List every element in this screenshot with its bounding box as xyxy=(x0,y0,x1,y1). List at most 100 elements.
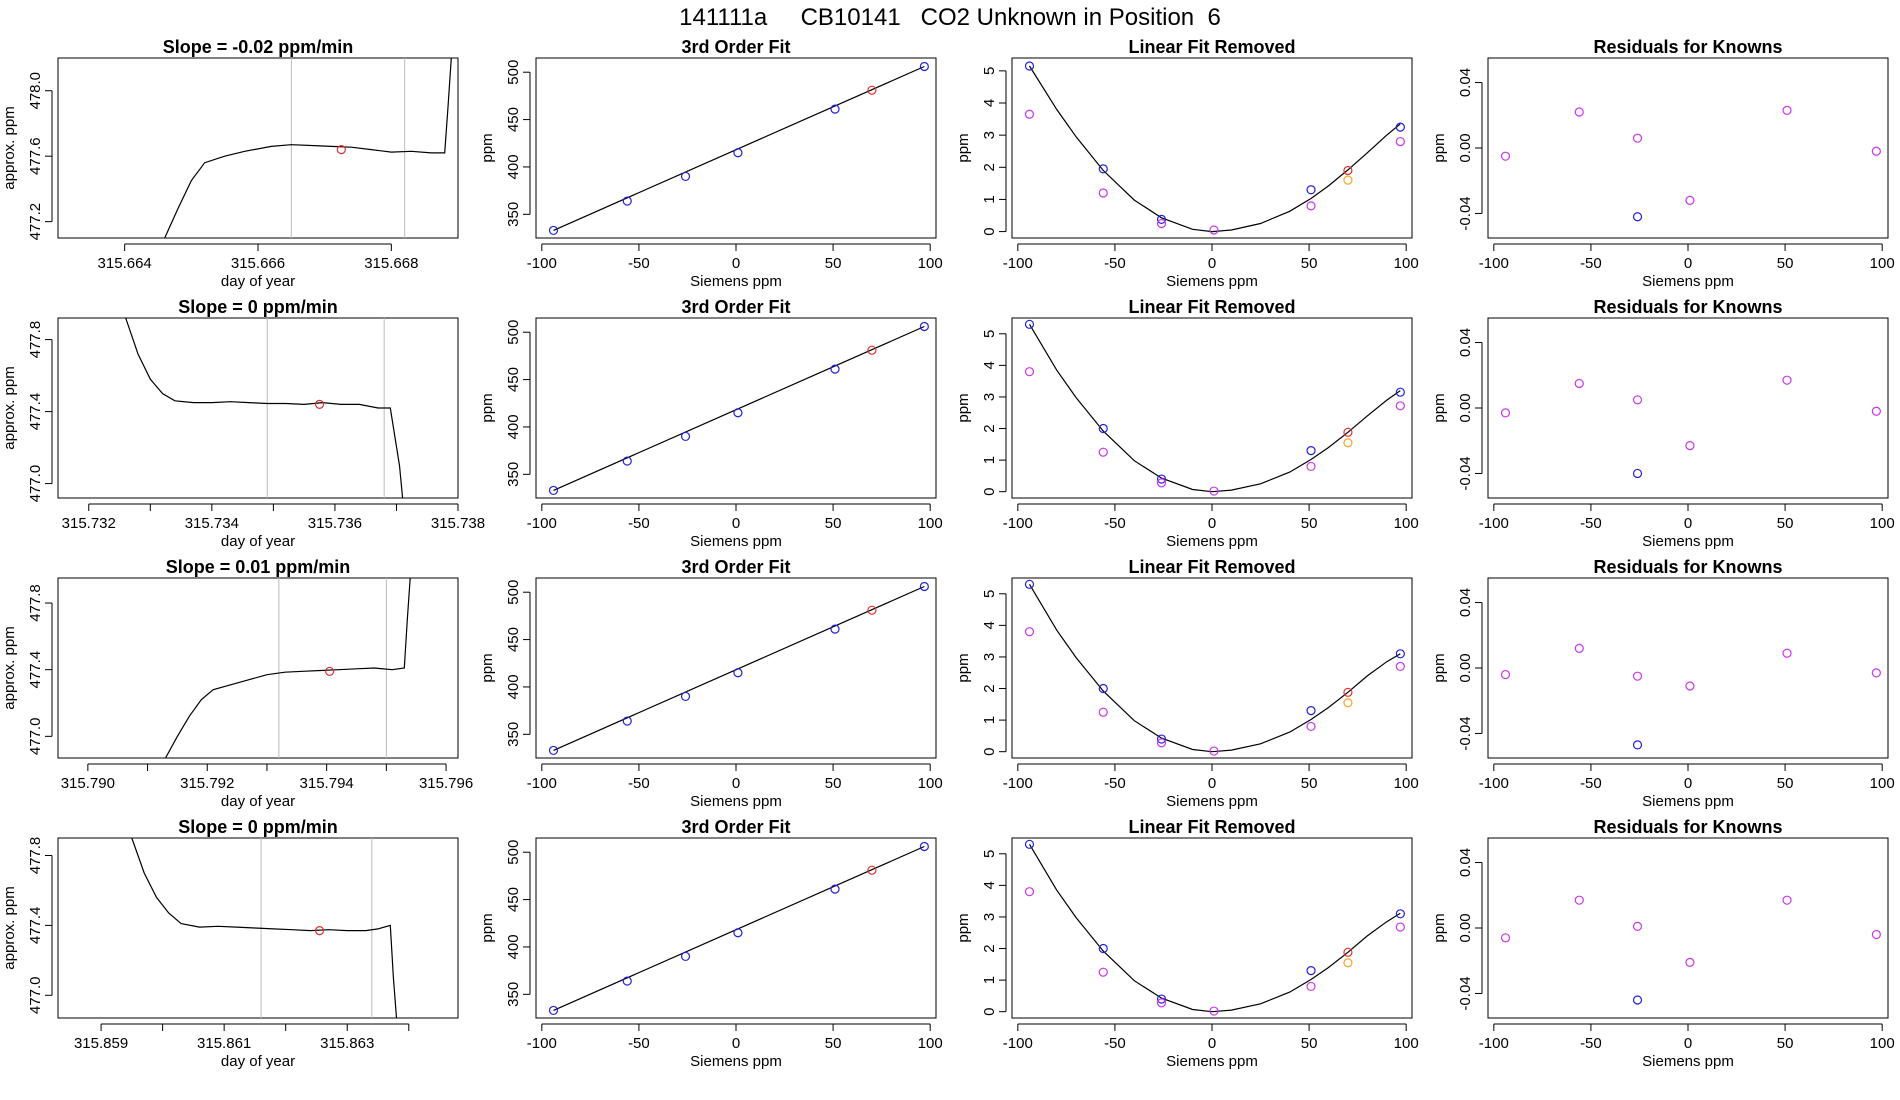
y-tick-label: 2 xyxy=(981,944,998,952)
x-tick-label: 315.792 xyxy=(180,775,234,792)
x-tick-label: 100 xyxy=(918,515,943,532)
y-axis-label: ppm xyxy=(479,913,496,942)
plot-frame xyxy=(1487,837,1889,1019)
y-tick-label: 350 xyxy=(505,202,522,227)
y-tick-label: -0.04 xyxy=(1457,716,1474,750)
panel-title: Residuals for Knowns xyxy=(1593,557,1782,577)
data-point-red xyxy=(867,605,877,615)
x-tick-label: 50 xyxy=(1777,1035,1794,1052)
x-tick-label: -100 xyxy=(1479,775,1509,792)
data-point-magenta xyxy=(1395,401,1405,411)
y-tick-label: 400 xyxy=(505,674,522,699)
x-tick-label: 315.859 xyxy=(74,1035,128,1052)
data-point-blue xyxy=(1395,649,1405,659)
x-tick-label: -100 xyxy=(1479,515,1509,532)
plot-frame xyxy=(1011,577,1413,759)
panel-title: Residuals for Knowns xyxy=(1593,37,1782,57)
x-tick-label: 0 xyxy=(732,255,740,272)
data-point-blue xyxy=(1156,994,1167,1004)
data-point-blue xyxy=(830,624,840,634)
data-point-magenta xyxy=(1871,668,1881,678)
y-tick-label: 450 xyxy=(505,627,522,652)
data-point-magenta xyxy=(1156,218,1167,229)
data-point-blue xyxy=(1098,683,1108,694)
data-point-magenta xyxy=(1098,447,1108,457)
data-point-magenta xyxy=(1209,486,1219,496)
data-point-red xyxy=(1343,427,1353,437)
data-point-magenta xyxy=(1871,929,1881,940)
data-point-magenta xyxy=(1395,661,1405,672)
data-point-blue xyxy=(733,148,743,158)
x-tick-label: 315.668 xyxy=(364,255,418,272)
x-axis-label: Siemens ppm xyxy=(1166,273,1258,290)
x-axis-label: Siemens ppm xyxy=(1642,793,1734,810)
y-tick-label: 4 xyxy=(981,881,998,889)
x-tick-label: -50 xyxy=(1104,515,1126,532)
x-tick-label: -50 xyxy=(1580,1035,1602,1052)
panel-title: Slope = 0.01 ppm/min xyxy=(166,557,351,577)
x-tick-label: 0 xyxy=(1208,1035,1216,1052)
x-tick-label: -100 xyxy=(527,255,557,272)
data-point-magenta xyxy=(1574,895,1584,905)
plot-frame xyxy=(535,837,937,1019)
y-axis-label: approx. ppm xyxy=(1,886,18,969)
x-axis-label: Siemens ppm xyxy=(690,273,782,290)
y-tick-label: 477.6 xyxy=(27,137,44,175)
plot-area xyxy=(1500,895,1881,1005)
data-point-magenta xyxy=(1782,895,1792,905)
panel-title: Slope = 0 ppm/min xyxy=(178,817,338,837)
data-point-magenta xyxy=(1632,921,1643,931)
data-point-magenta xyxy=(1306,721,1316,732)
x-tick-label: -100 xyxy=(1479,1035,1509,1052)
y-tick-label: 5 xyxy=(981,330,998,338)
data-point-blue xyxy=(680,171,691,182)
y-tick-label: 477.8 xyxy=(27,321,44,359)
panel-title: Slope = 0 ppm/min xyxy=(178,297,338,317)
data-point-blue xyxy=(1098,164,1108,174)
y-tick-label: 4 xyxy=(981,621,998,629)
x-tick-label: 315.732 xyxy=(62,515,116,532)
x-tick-label: 50 xyxy=(1301,775,1318,792)
y-tick-label: 350 xyxy=(505,462,522,487)
y-tick-label: 450 xyxy=(505,887,522,912)
plot-area xyxy=(131,838,398,1018)
x-tick-label: -100 xyxy=(527,775,557,792)
data-point-magenta xyxy=(1306,201,1316,211)
data-point-magenta xyxy=(1685,441,1695,451)
data-point-magenta xyxy=(1500,933,1511,943)
data-point-magenta xyxy=(1209,225,1219,235)
data-point-blue xyxy=(919,841,929,852)
y-axis-label: approx. ppm xyxy=(1,366,18,449)
x-tick-label: 100 xyxy=(1870,255,1895,272)
x-tick-label: 0 xyxy=(1208,775,1216,792)
data-point-blue xyxy=(622,456,632,466)
x-tick-label: 0 xyxy=(1684,1035,1692,1052)
y-tick-label: 0 xyxy=(981,1008,998,1016)
data-point-red xyxy=(1343,165,1353,176)
x-tick-label: 50 xyxy=(1777,515,1794,532)
data-point-magenta xyxy=(1156,998,1167,1008)
y-tick-label: 0.00 xyxy=(1457,393,1474,422)
y-tick-label: 2 xyxy=(981,424,998,432)
x-axis-label: Siemens ppm xyxy=(690,533,782,550)
plot-frame xyxy=(535,57,937,239)
x-tick-label: 315.863 xyxy=(320,1035,374,1052)
plot-area xyxy=(548,61,929,236)
y-tick-label: 4 xyxy=(981,99,998,107)
panel-8: Residuals for Knowns -100 -50 0 50 100 Siemens… xyxy=(1431,297,1895,550)
panel-9: Slope = 0.01 ppm/min 315.790 315.792 315.79… xyxy=(1,557,473,810)
data-point-red xyxy=(325,666,335,676)
data-point-magenta xyxy=(1632,395,1643,405)
y-tick-label: 500 xyxy=(505,840,522,865)
x-tick-label: 100 xyxy=(1394,775,1419,792)
x-tick-label: 315.796 xyxy=(419,775,473,792)
page-title: 141111a CB10141 CO2 Unknown in Position … xyxy=(679,4,1221,31)
data-point-blue xyxy=(1395,387,1405,397)
data-point-blue xyxy=(622,716,632,726)
plot-area xyxy=(1500,105,1881,222)
x-tick-label: 100 xyxy=(1870,775,1895,792)
x-tick-label: 100 xyxy=(1394,255,1419,272)
y-axis-label: approx. ppm xyxy=(1,106,18,189)
plot-frame xyxy=(1011,317,1413,499)
